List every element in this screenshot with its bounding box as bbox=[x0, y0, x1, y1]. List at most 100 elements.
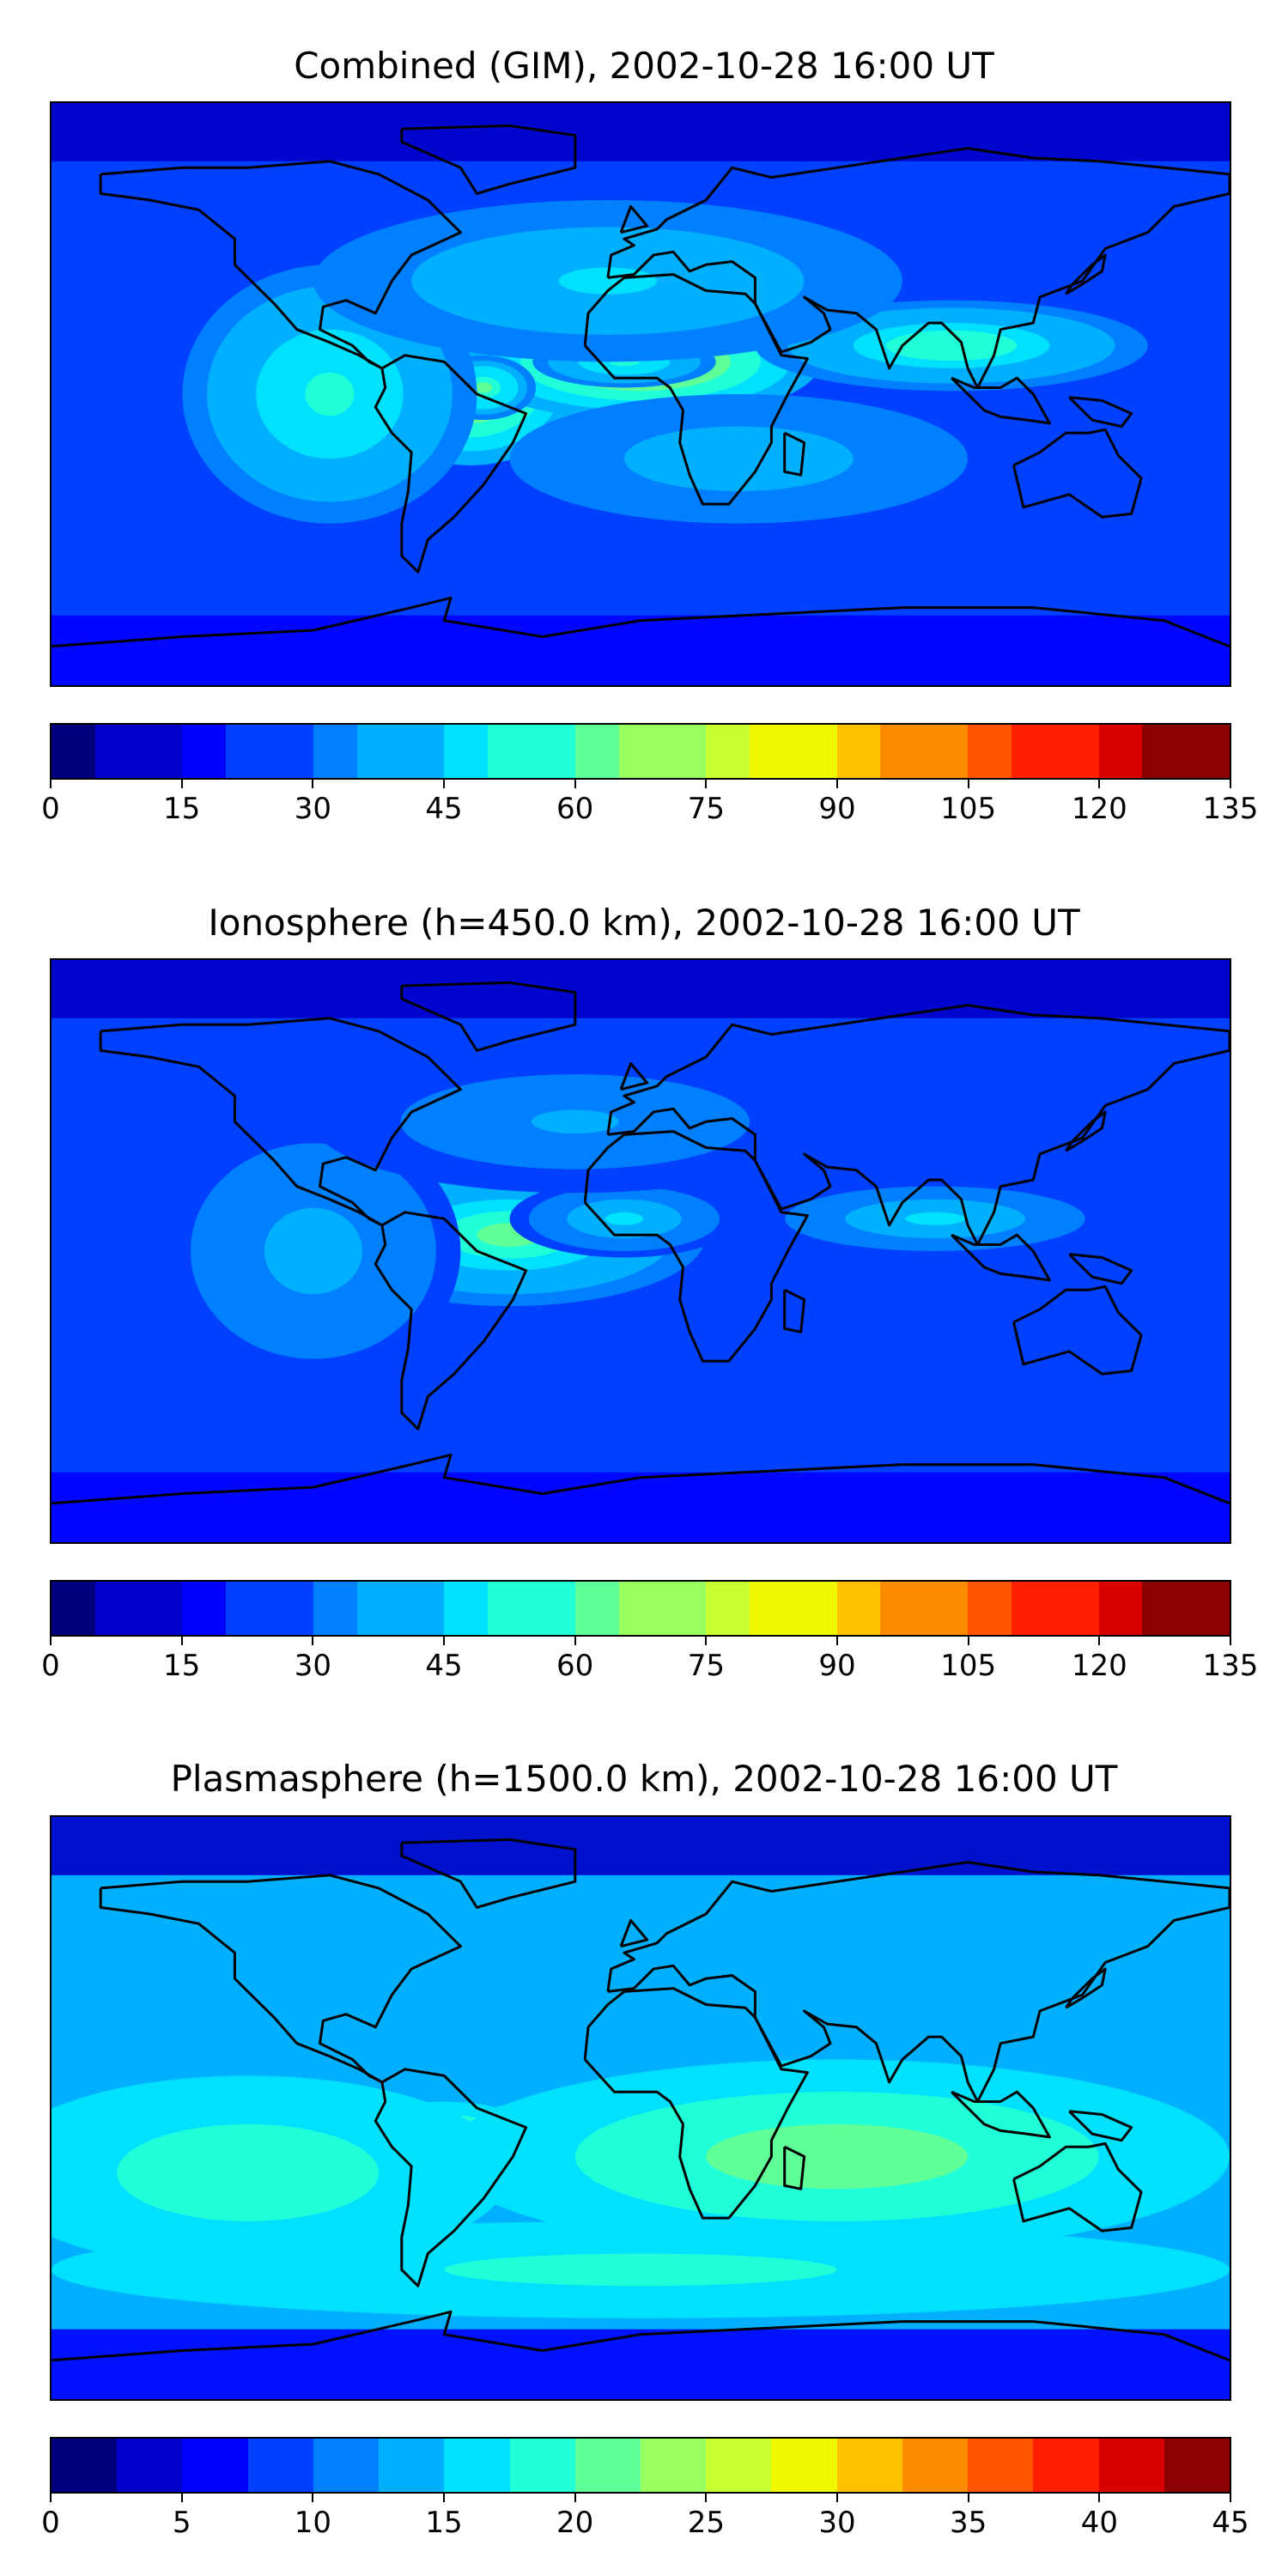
coastline bbox=[99, 1874, 462, 2084]
contour-level bbox=[305, 372, 355, 416]
coastline bbox=[1068, 2110, 1133, 2142]
map-svg bbox=[52, 1817, 1230, 2399]
coastline bbox=[52, 2310, 1230, 2362]
colorbar-segment bbox=[313, 725, 357, 778]
colorbar-segment bbox=[924, 1582, 969, 1635]
colorbar-tick bbox=[574, 2494, 576, 2502]
coastline bbox=[1012, 2142, 1143, 2233]
colorbar-segment bbox=[400, 725, 445, 778]
colorbar-segment bbox=[771, 2439, 837, 2492]
colorbar-tick bbox=[836, 780, 838, 788]
coastline bbox=[951, 1233, 1051, 1282]
colorbar-segment bbox=[750, 1582, 793, 1635]
colorbar-segment bbox=[880, 1582, 925, 1635]
colorbar-tick-label: 10 bbox=[294, 2506, 331, 2540]
colorbar-tick bbox=[312, 2494, 314, 2502]
coastline bbox=[583, 273, 809, 506]
colorbar-tick bbox=[967, 1637, 969, 1645]
colorbar-tick-label: 30 bbox=[294, 1649, 331, 1683]
colorbar-segment bbox=[226, 1582, 270, 1635]
colorbar-segment bbox=[574, 1582, 619, 1635]
coastline bbox=[1068, 396, 1133, 428]
colorbar-segment bbox=[1098, 2439, 1164, 2492]
map-ionosphere bbox=[50, 958, 1231, 1544]
contour-level bbox=[605, 1212, 644, 1225]
colorbar-tick-label: 45 bbox=[425, 1649, 463, 1683]
colorbar-tick bbox=[312, 1637, 314, 1645]
colorbar-segment bbox=[640, 2439, 707, 2492]
colorbar-tick-label: 120 bbox=[1071, 792, 1127, 826]
polar-band bbox=[52, 103, 1230, 161]
colorbar-tick-label: 60 bbox=[556, 1649, 594, 1683]
coastline bbox=[1068, 1253, 1133, 1285]
colorbar-segment bbox=[94, 725, 139, 778]
colorbar-tick-label: 135 bbox=[1202, 792, 1259, 826]
colorbar-tick bbox=[836, 1637, 838, 1645]
colorbar-segment bbox=[706, 725, 750, 778]
colorbar-segment bbox=[94, 1582, 139, 1635]
colorbar-tick-label: 90 bbox=[818, 792, 856, 826]
coastline bbox=[619, 205, 649, 234]
contour-level bbox=[905, 1212, 965, 1225]
coastline bbox=[1065, 1110, 1107, 1152]
coastline bbox=[619, 1062, 649, 1091]
coastline bbox=[1012, 1285, 1143, 1376]
colorbar-segment bbox=[488, 725, 532, 778]
colorbar-segment bbox=[1011, 1582, 1055, 1635]
coastline bbox=[400, 981, 577, 1052]
colorbar-segment bbox=[793, 1582, 837, 1635]
colorbar-tick-label: 45 bbox=[425, 792, 463, 826]
coastline bbox=[52, 1453, 1230, 1505]
colorbar-segment bbox=[379, 2439, 445, 2492]
contour-level bbox=[474, 382, 493, 393]
coastline bbox=[99, 160, 462, 370]
colorbar-segment bbox=[52, 725, 95, 778]
colorbar-segment bbox=[1054, 1582, 1099, 1635]
colorbar-segment bbox=[1186, 725, 1230, 778]
polar-band bbox=[52, 615, 1230, 685]
colorbar-segment bbox=[662, 1582, 707, 1635]
colorbar-segment bbox=[880, 725, 925, 778]
colorbar-tick-label: 105 bbox=[940, 1649, 997, 1683]
colorbar-tick-label: 5 bbox=[172, 2506, 191, 2540]
colorbar-segment bbox=[968, 725, 1012, 778]
coastline bbox=[1012, 428, 1143, 519]
colorbar-segment bbox=[400, 1582, 445, 1635]
colorbar-tick bbox=[1098, 2494, 1101, 2502]
colorbar-tick-label: 45 bbox=[1212, 2506, 1249, 2540]
colorbar-segment bbox=[226, 725, 270, 778]
colorbar-segment bbox=[182, 1582, 227, 1635]
colorbar-tick-label: 75 bbox=[687, 1649, 725, 1683]
colorbar-segment bbox=[531, 1582, 575, 1635]
colorbar-tick bbox=[705, 1637, 708, 1645]
colorbar-segment bbox=[750, 725, 793, 778]
coastline bbox=[374, 2068, 528, 2287]
colorbar-segment bbox=[1098, 725, 1143, 778]
colorbar-segment bbox=[356, 725, 401, 778]
colorbar-segment bbox=[444, 2439, 510, 2492]
panel-title-ionosphere: Ionosphere (h=450.0 km), 2002-10-28 16:0… bbox=[208, 902, 1080, 944]
colorbar-segment bbox=[1186, 1582, 1230, 1635]
colorbar-segment bbox=[618, 1582, 663, 1635]
map-combined bbox=[50, 101, 1231, 687]
coastline bbox=[783, 2145, 806, 2190]
coastline bbox=[583, 1987, 809, 2220]
colorbar-segment bbox=[182, 2439, 248, 2492]
colorbar-tick-label: 0 bbox=[41, 792, 60, 826]
colorbar-segment bbox=[902, 2439, 969, 2492]
coastline bbox=[783, 431, 806, 477]
polar-band bbox=[52, 960, 1230, 1018]
colorbar-tick-label: 0 bbox=[41, 2506, 60, 2540]
colorbar-tick-label: 90 bbox=[818, 1649, 856, 1683]
colorbar-segment bbox=[1098, 1582, 1143, 1635]
colorbar-tick-label: 15 bbox=[425, 2506, 463, 2540]
colorbar-segment bbox=[1142, 725, 1187, 778]
coastline bbox=[52, 596, 1230, 648]
colorbar-tick-label: 60 bbox=[556, 792, 594, 826]
colorbar-tick bbox=[1230, 780, 1231, 788]
colorbar-segment bbox=[1163, 2439, 1230, 2492]
colorbar-tick-label: 30 bbox=[818, 2506, 856, 2540]
colorbar-tick-label: 135 bbox=[1202, 1649, 1259, 1683]
colorbar-tick bbox=[50, 780, 52, 788]
coastline bbox=[374, 354, 528, 574]
